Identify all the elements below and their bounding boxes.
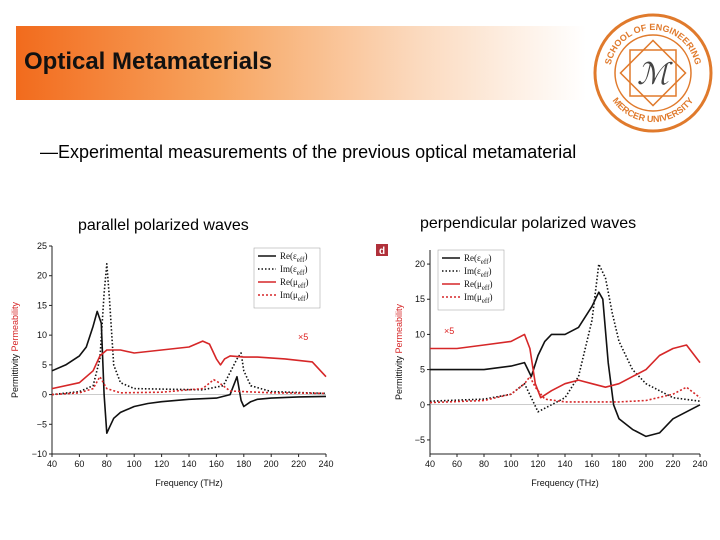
- series-line-3: [429, 375, 701, 404]
- bullet-point: —Experimental measurements of the previo…: [40, 142, 577, 162]
- page-title: Optical Metamaterials: [24, 48, 273, 75]
- legend-box: [253, 247, 321, 309]
- x-tick-label: 60: [452, 459, 462, 469]
- y-tick-label: 20: [415, 259, 425, 269]
- x-tick-label: 200: [638, 459, 653, 469]
- x-tick-label: 200: [264, 459, 279, 469]
- x-tick-label: 80: [102, 459, 112, 469]
- chart-parallel: −10 −5 0 5 10 15 20 25 40 60 80 100 120 140 160 180 200 2…: [6, 236, 334, 488]
- x-tick-label: 40: [47, 459, 57, 469]
- chart-perpendicular-svg: d −5 0 5 10 15 20 40 60 80 100 120 140 160 180 200 220 24…: [376, 244, 708, 488]
- y-tick-label: 25: [37, 241, 47, 251]
- y-tick-label: −10: [32, 449, 47, 459]
- x-tick-label: 240: [318, 459, 333, 469]
- x-tick-label: 220: [665, 459, 680, 469]
- y-tick-label: 5: [42, 360, 47, 370]
- y-axis-label: Permittivity Permeability: [10, 301, 20, 398]
- x-tick-label: 160: [209, 459, 224, 469]
- x-tick-label: 240: [692, 459, 707, 469]
- x-tick-label: 100: [503, 459, 518, 469]
- y-tick-label: 15: [37, 300, 47, 310]
- y-tick-label: 10: [37, 330, 47, 340]
- x-tick-label: 40: [425, 459, 435, 469]
- y-tick-label: 20: [37, 271, 47, 281]
- y-tick-label: 15: [415, 294, 425, 304]
- x-tick-label: 140: [181, 459, 196, 469]
- panel-tag: d: [379, 246, 385, 257]
- x-tick-label: 100: [127, 459, 142, 469]
- y-tick-label: −5: [37, 419, 47, 429]
- scale-annotation: ×5: [444, 326, 454, 336]
- legend-box: [437, 249, 505, 311]
- x-tick-label: 60: [74, 459, 84, 469]
- series-line-0: [430, 291, 701, 438]
- series-line-0: [51, 310, 327, 434]
- chart-parallel-svg: −10 −5 0 5 10 15 20 25 40 60 80 100 120 140 160 180 200 2…: [10, 241, 334, 488]
- chart-left-title: parallel polarized waves: [78, 217, 249, 234]
- x-tick-label: 120: [154, 459, 169, 469]
- x-tick-label: 180: [611, 459, 626, 469]
- x-axis-label: Frequency (THz): [155, 478, 223, 488]
- university-seal: SCHOOL OF ENGINEERING MERCER UNIVERSITY …: [593, 13, 713, 133]
- y-tick-label: 0: [420, 400, 425, 410]
- y-tick-label: 5: [420, 365, 425, 375]
- scale-annotation: ×5: [298, 332, 308, 342]
- chart-right-title: perpendicular polarized waves: [420, 215, 637, 232]
- chart-perpendicular: d −5 0 5 10 15 20 40 60 80 100 120 140 160 180 200 220 24…: [372, 236, 708, 488]
- svg-text:MERCER UNIVERSITY: MERCER UNIVERSITY: [611, 95, 696, 124]
- panel-tag-box: [376, 244, 388, 256]
- series-line-2: [430, 333, 701, 399]
- x-tick-label: 160: [584, 459, 599, 469]
- y-tick-label: 10: [415, 329, 425, 339]
- series-line-2: [51, 340, 327, 390]
- seal-monogram: ℳ: [637, 58, 673, 91]
- seal-bottom-text: MERCER UNIVERSITY: [611, 95, 696, 124]
- y-axis-label: Permittivity Permeability: [394, 303, 404, 400]
- x-axis-label: Frequency (THz): [531, 478, 599, 488]
- x-tick-label: 120: [530, 459, 545, 469]
- x-tick-label: 140: [557, 459, 572, 469]
- y-tick-label: 0: [42, 390, 47, 400]
- series-line-1: [51, 262, 327, 396]
- title-bar: Optical Metamaterials: [16, 26, 586, 100]
- x-tick-label: 80: [479, 459, 489, 469]
- x-tick-label: 180: [236, 459, 251, 469]
- series-line-3: [51, 375, 327, 396]
- x-tick-label: 220: [291, 459, 306, 469]
- y-tick-label: −5: [415, 435, 425, 445]
